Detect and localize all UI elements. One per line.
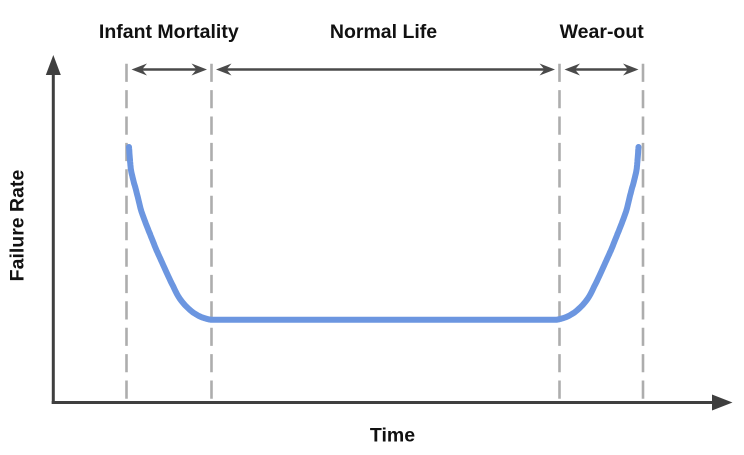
svg-text:Infant Mortality: Infant Mortality xyxy=(99,21,239,43)
svg-text:Failure Rate: Failure Rate xyxy=(7,170,29,282)
svg-text:Time: Time xyxy=(370,425,415,447)
svg-text:Wear-out: Wear-out xyxy=(560,21,645,43)
svg-text:Normal Life: Normal Life xyxy=(330,21,437,43)
